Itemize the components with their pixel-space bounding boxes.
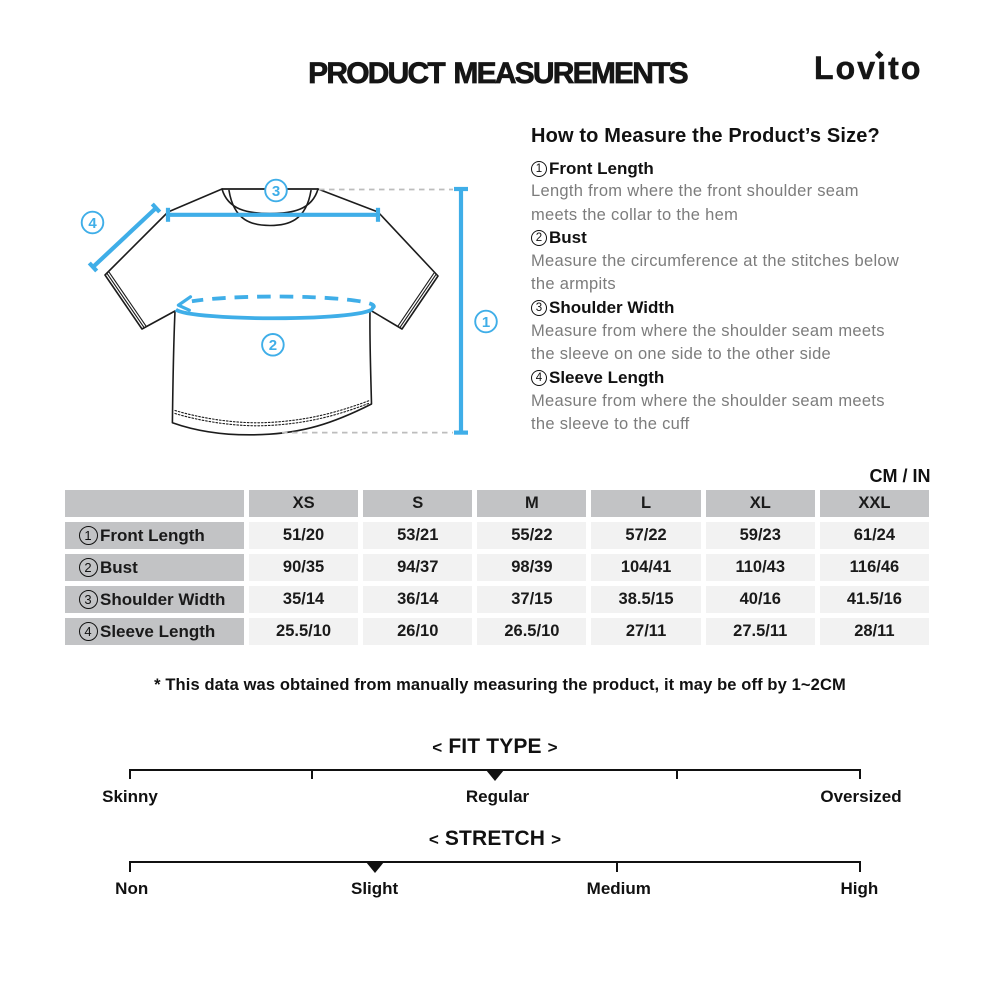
svg-text:3: 3 [272,183,280,200]
svg-text:1: 1 [482,314,490,331]
svg-text:4: 4 [88,215,97,232]
svg-text:2: 2 [269,337,277,354]
